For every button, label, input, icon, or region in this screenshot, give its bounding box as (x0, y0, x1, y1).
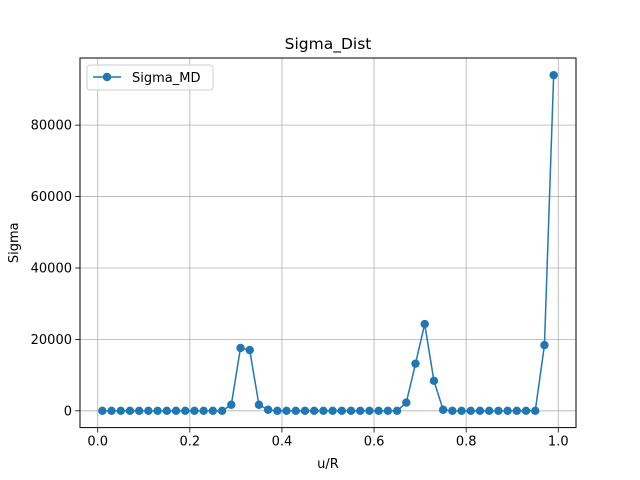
data-point (337, 406, 347, 416)
x-tick-label: 0.2 (179, 435, 200, 450)
x-tick-label: 0.0 (87, 435, 108, 450)
data-point (236, 343, 245, 353)
data-point (245, 345, 254, 355)
data-point (134, 406, 144, 416)
y-tick-label: 20000 (31, 333, 72, 348)
data-point (512, 406, 522, 416)
x-axis-label: u/R (317, 457, 339, 472)
data-point (107, 406, 116, 416)
x-tick-label: 1.0 (548, 435, 569, 450)
plot-frame (79, 57, 577, 429)
data-point (328, 406, 337, 416)
data-point (383, 406, 393, 416)
data-point (273, 406, 282, 416)
data-point (162, 406, 172, 416)
data-point (263, 405, 273, 414)
y-tick-label: 80000 (31, 119, 72, 134)
data-point (356, 406, 365, 416)
y-axis-label: Sigma (7, 222, 22, 263)
data-point (438, 405, 448, 414)
data-point (153, 406, 162, 416)
x-tick-label: 0.4 (272, 435, 293, 450)
chart-title: Sigma_Dist (285, 35, 372, 54)
data-point (227, 400, 236, 409)
data-point (365, 406, 374, 416)
legend-label: Sigma_MD (132, 71, 200, 86)
data-point (144, 406, 153, 416)
markers (98, 70, 558, 416)
data-point (291, 406, 300, 416)
data-point (448, 406, 457, 416)
data-point (125, 406, 135, 416)
data-point (429, 376, 439, 386)
data-point (346, 406, 356, 416)
data-point (494, 406, 503, 416)
data-point (540, 340, 549, 350)
data-point (190, 406, 199, 416)
y-tick-label: 40000 (31, 261, 72, 276)
data-point (420, 319, 429, 329)
data-point (411, 359, 420, 368)
data-point (549, 70, 558, 80)
data-point (282, 406, 291, 416)
data-point (199, 406, 208, 416)
data-point (466, 406, 475, 416)
data-point (309, 406, 319, 416)
legend-marker-sample (102, 72, 112, 82)
data-point (402, 398, 411, 407)
data-point (457, 406, 466, 416)
data-point (98, 406, 107, 416)
data-point (475, 406, 485, 416)
legend-box (86, 64, 214, 91)
legend: Sigma_MD (86, 64, 214, 91)
x-tick-label: 0.6 (364, 435, 385, 450)
data-point (531, 406, 540, 416)
data-point (319, 406, 328, 416)
data-point (392, 406, 402, 416)
data-point (116, 406, 125, 416)
data-point (484, 406, 494, 416)
data-point (217, 406, 227, 416)
x-tick-label: 0.8 (456, 435, 477, 450)
data-point (171, 406, 181, 416)
y-tick-label: 0 (64, 404, 72, 419)
data-point (374, 406, 383, 416)
ticks: 0.0 0.2 0.4 0.6 0.8 1.0 0 20000 40000 60000 80000 (31, 119, 569, 450)
data-point (300, 406, 310, 416)
data-point (521, 406, 531, 416)
grid (80, 58, 576, 428)
y-tick-label: 60000 (31, 190, 72, 205)
data-point (503, 406, 512, 416)
data-point (181, 406, 190, 416)
data-point (208, 406, 218, 416)
data-point (254, 400, 264, 409)
